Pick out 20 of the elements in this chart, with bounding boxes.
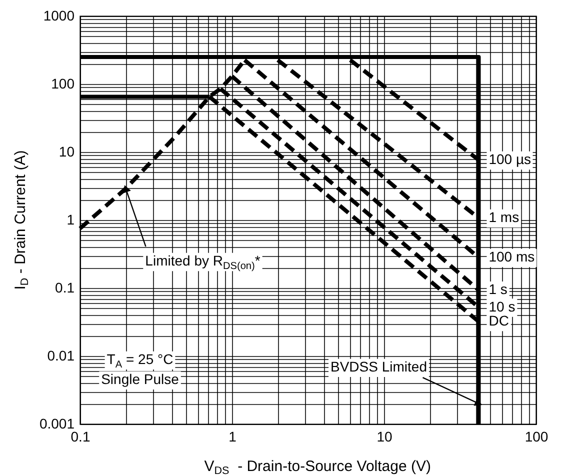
- series-label: 100 ms: [488, 248, 535, 265]
- x-tick-label: 10: [376, 428, 392, 444]
- y-tick-label: 0.01: [47, 348, 75, 364]
- y-tick-label: 1000: [43, 8, 75, 24]
- y-tick-label: 100: [51, 76, 75, 92]
- annotation: BVDSS Limited: [330, 358, 427, 375]
- series-label: 100 µs: [488, 151, 532, 168]
- series-label: 10 s: [488, 298, 516, 314]
- x-tick-label: 0.1: [70, 428, 90, 444]
- x-tick-label: 100: [524, 428, 548, 444]
- y-tick-label: 0.001: [39, 416, 75, 432]
- series-label: 1 s: [488, 281, 508, 298]
- y-tick-label: 0.1: [55, 280, 75, 296]
- y-axis-title: ID - Drain Current (A): [12, 150, 31, 290]
- annotation: Single Pulse: [101, 371, 180, 387]
- y-tick-label: 10: [58, 144, 75, 160]
- y-tick-label: 1: [66, 212, 75, 228]
- series-label: DC: [488, 312, 509, 329]
- series-label: 1 ms: [488, 209, 520, 225]
- x-tick-label: 1: [228, 428, 237, 444]
